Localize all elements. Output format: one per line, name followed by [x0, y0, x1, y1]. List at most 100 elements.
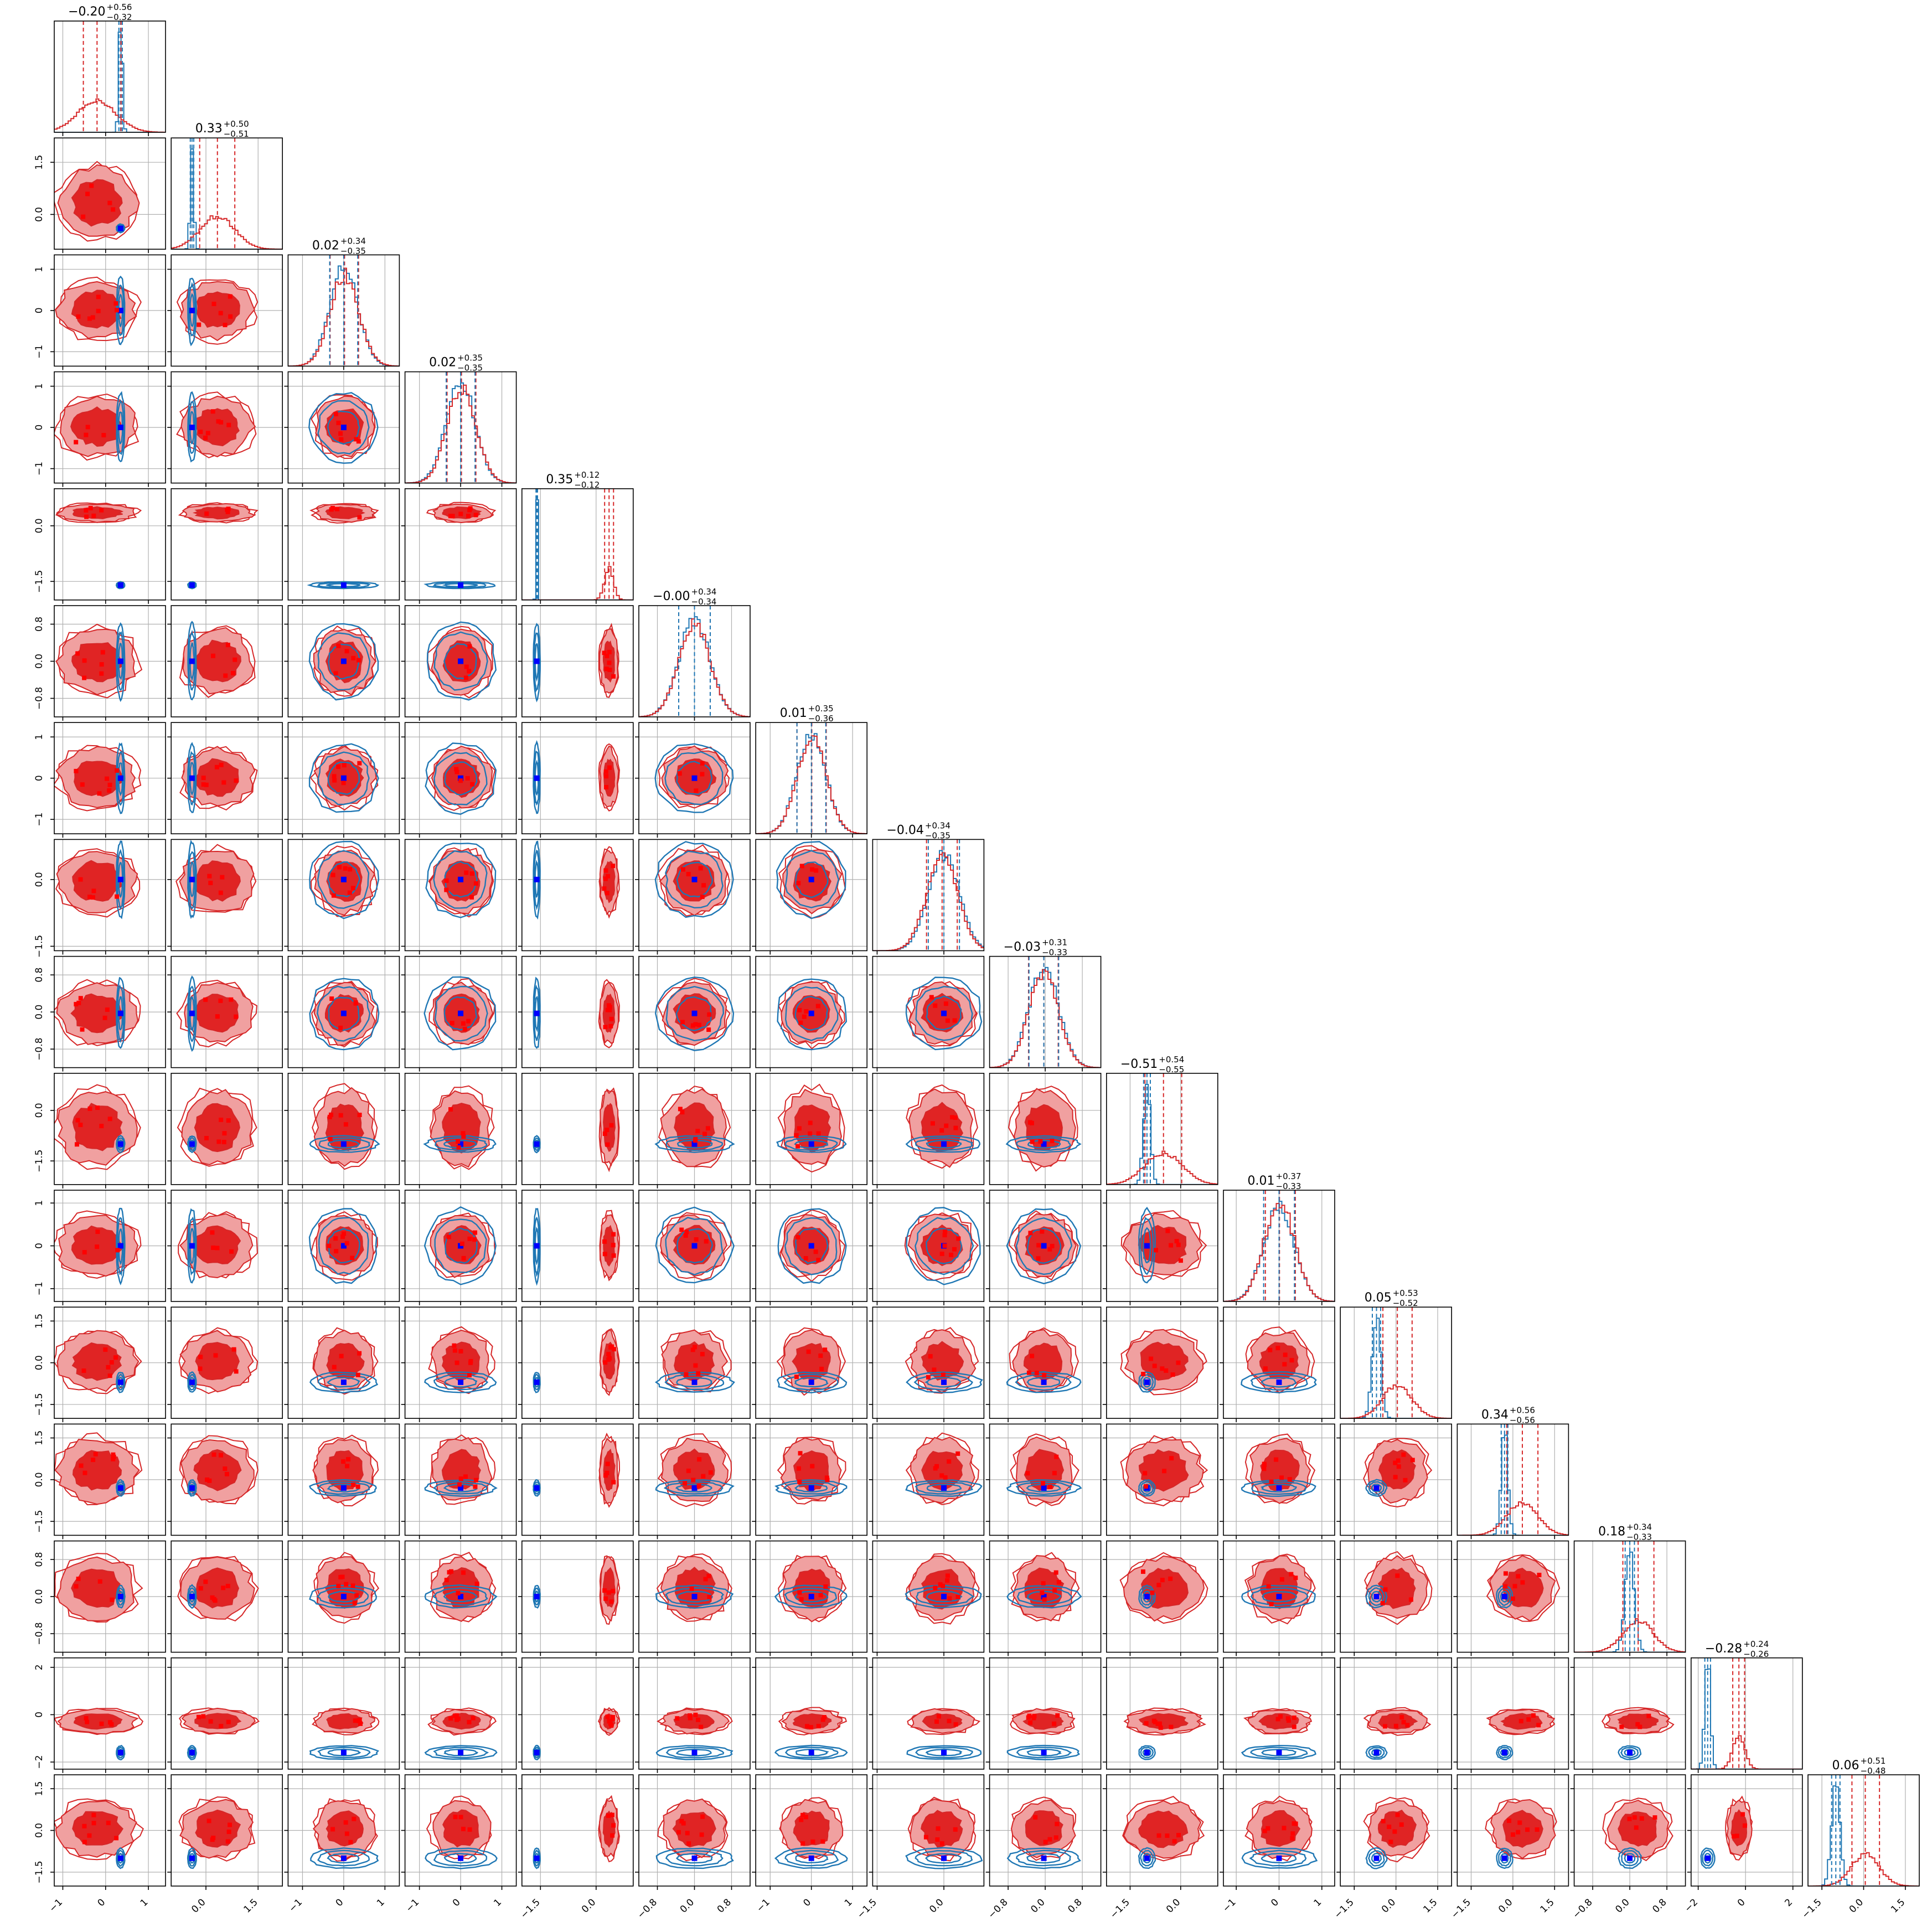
panel-content	[1340, 1307, 1452, 1419]
panel-content	[756, 1775, 867, 1886]
red-sample-marker	[936, 1826, 941, 1831]
truth-marker	[117, 1855, 123, 1861]
blue-contour	[1251, 1481, 1307, 1495]
contour-panel-7-1	[167, 839, 283, 955]
red-contour-inner	[72, 1450, 122, 1491]
red-sample-marker	[603, 1025, 608, 1030]
y-tick-label: 0.0	[34, 1355, 45, 1370]
red-sample-marker	[225, 509, 230, 514]
red-sample-marker	[1293, 1821, 1298, 1826]
panel-content	[521, 1775, 633, 1886]
red-sample-marker	[110, 1597, 115, 1602]
contour-panel-13-0: −0.80.00.8	[34, 1540, 166, 1656]
contour-panel-15-2: −1 0 1	[284, 1774, 400, 1914]
red-sample-marker	[329, 996, 334, 1001]
red-sample-marker	[75, 1118, 80, 1123]
red-sample-marker	[690, 1023, 695, 1028]
red-sample-marker	[450, 1021, 454, 1026]
panel-content	[54, 255, 166, 366]
blue-contour	[327, 1376, 360, 1388]
red-sample-marker	[76, 1577, 81, 1582]
blue-contour	[187, 1745, 197, 1760]
red-sample-marker	[340, 1234, 345, 1239]
histogram-panel-12: 0.34 +0.56−0.56	[1456, 1405, 1569, 1540]
red-sample-marker	[933, 1466, 938, 1471]
contour-panel-2-1	[167, 254, 283, 370]
blue-contour	[434, 1218, 487, 1273]
red-sample-marker	[115, 768, 120, 773]
red-sample-marker	[333, 671, 338, 676]
red-sample-marker	[456, 1145, 461, 1150]
red-sample-marker	[347, 890, 352, 895]
red-sample-marker	[605, 654, 609, 659]
contour-panel-4-0: −1.50.0	[34, 488, 166, 604]
y-tick-label: −0.8	[34, 1622, 45, 1645]
red-sample-marker	[1042, 1373, 1047, 1378]
blue-contour	[327, 1139, 360, 1149]
red-sample-marker	[469, 871, 474, 876]
red-contour-outer-line	[777, 1437, 846, 1505]
truth-marker	[1144, 1749, 1150, 1755]
red-sample-marker	[680, 1110, 685, 1115]
contour-panel-6-1	[167, 722, 283, 838]
panel-content	[1691, 1775, 1802, 1886]
red-sample-marker	[456, 1716, 461, 1721]
red-sample-marker	[814, 868, 819, 873]
red-sample-marker	[346, 1457, 351, 1462]
contour-panel-6-2	[284, 722, 400, 838]
blue-contour	[1262, 1590, 1298, 1603]
red-sample-marker	[933, 1585, 938, 1590]
red-contour-outer-line	[778, 1707, 848, 1735]
contour-panel-11-5	[635, 1306, 751, 1423]
truth-marker	[691, 1141, 698, 1147]
y-tick-label: 1.5	[34, 1314, 45, 1329]
red-sample-marker	[474, 1582, 479, 1587]
blue-contour	[665, 1747, 725, 1759]
red-sample-marker	[109, 1360, 114, 1365]
red-sample-marker	[1286, 1718, 1291, 1723]
panel-content	[54, 1073, 166, 1185]
truth-marker	[340, 876, 347, 882]
red-sample-marker	[344, 649, 349, 654]
red-contour-outer-line	[430, 1434, 496, 1505]
blue-contour	[906, 1371, 983, 1393]
blue-contour	[116, 1137, 125, 1151]
panel-content	[872, 1775, 984, 1886]
red-contour-inner	[326, 1713, 364, 1730]
blue-contour	[1015, 1373, 1072, 1391]
red-sample-marker	[1041, 1581, 1046, 1586]
x-tick-label: 0	[1269, 1897, 1281, 1909]
panel-content	[989, 1775, 1101, 1886]
y-tick-label: 1	[34, 734, 45, 740]
red-sample-marker	[701, 883, 706, 888]
red-sample-marker	[608, 1721, 613, 1726]
red-sample-marker	[947, 1459, 952, 1464]
red-contour-outer-line	[312, 1083, 378, 1170]
red-sample-marker	[234, 1369, 239, 1374]
truth-marker	[534, 1749, 540, 1755]
param-title-median: −0.51	[1120, 1057, 1158, 1071]
contour-panel-13-7	[869, 1540, 985, 1656]
blue-contour	[317, 1850, 370, 1867]
blue-contour	[188, 282, 196, 337]
panel-content	[171, 956, 283, 1068]
red-sample-marker	[1275, 1717, 1280, 1722]
blue-contour	[1365, 1847, 1388, 1869]
blue-contour	[188, 629, 197, 691]
blue-contour	[1142, 1227, 1152, 1264]
panel-content	[989, 1307, 1101, 1419]
red-contour-inner	[72, 1811, 123, 1846]
blue-contour	[655, 1745, 733, 1760]
truth-marker	[1041, 1749, 1047, 1755]
blue-contour	[794, 1590, 829, 1603]
contour-panel-7-3	[401, 839, 517, 955]
contour-panel-14-10	[1220, 1657, 1335, 1773]
panel-frame	[54, 1073, 166, 1185]
red-sample-marker	[953, 1827, 958, 1832]
red-sample-marker	[798, 1020, 803, 1025]
red-sample-marker	[810, 867, 815, 872]
red-sample-marker	[355, 1372, 360, 1377]
red-sample-marker	[1262, 1461, 1267, 1466]
panel-content	[756, 1307, 867, 1419]
red-sample-marker	[1160, 1366, 1165, 1371]
